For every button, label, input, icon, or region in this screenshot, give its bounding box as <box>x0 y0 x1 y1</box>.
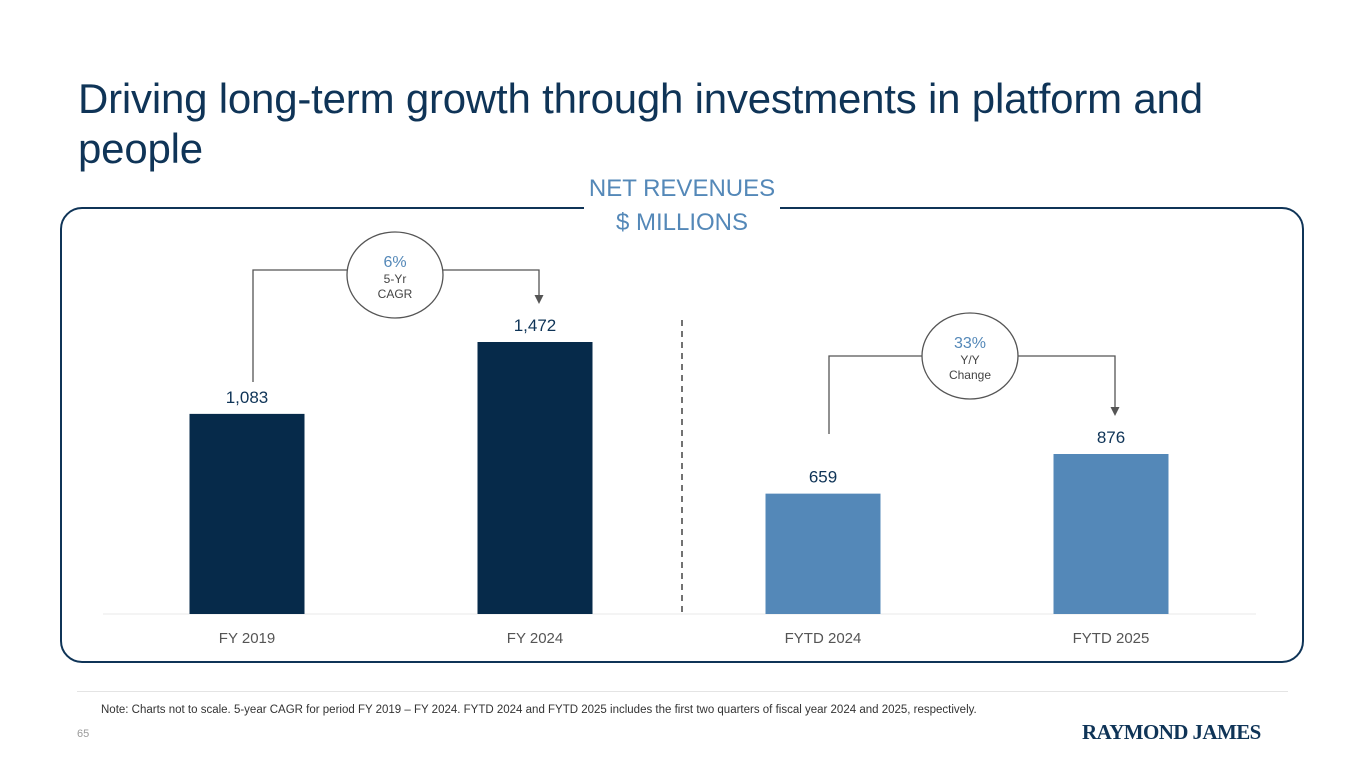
growth-badge <box>346 231 444 319</box>
x-tick-label: FYTD 2024 <box>785 630 862 647</box>
data-label: 876 <box>1097 428 1125 447</box>
page-number: 65 <box>77 728 90 740</box>
data-label: 1,472 <box>514 316 557 335</box>
x-tick-label: FY 2024 <box>507 630 563 647</box>
bar-fytd-2024 <box>765 493 881 614</box>
chart-heading: NET REVENUES $ MILLIONS <box>584 172 780 240</box>
footnote: Note: Charts not to scale. 5-year CAGR f… <box>101 704 977 716</box>
chart-subtitle: $ MILLIONS <box>615 209 749 236</box>
arrow-head-icon <box>534 295 544 304</box>
growth-badge-value: 6% <box>383 254 406 271</box>
raymond-james-logo: RAYMOND JAMES <box>1082 720 1261 744</box>
growth-badge-label: Y/Y <box>960 353 979 367</box>
growth-badge-value: 33% <box>954 335 986 352</box>
data-label: 659 <box>809 468 837 487</box>
growth-badge <box>921 312 1019 400</box>
data-label: 1,083 <box>226 388 269 407</box>
growth-badge-label: 5-Yr <box>384 272 407 286</box>
page-title: Driving long-term growth through investm… <box>78 75 1203 172</box>
growth-badge-label: Change <box>949 368 991 382</box>
chart-title: NET REVENUES <box>588 175 776 202</box>
x-tick-label: FYTD 2025 <box>1073 630 1150 647</box>
x-tick-label: FY 2019 <box>219 630 275 647</box>
bar-fy-2024 <box>477 342 593 614</box>
footer-divider <box>77 691 1288 692</box>
bar-fy-2019 <box>189 413 305 614</box>
bar-fytd-2025 <box>1053 454 1169 614</box>
growth-badge-label: CAGR <box>378 287 413 301</box>
arrow-head-icon <box>1110 407 1120 416</box>
